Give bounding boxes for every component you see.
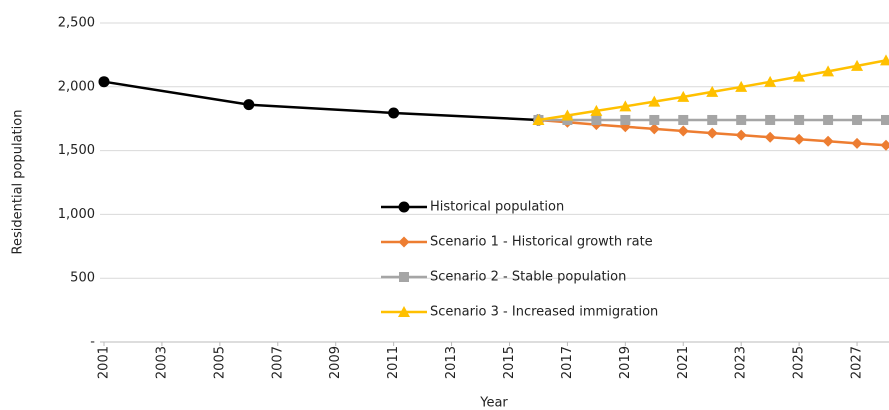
y-tick-label: - xyxy=(90,335,95,350)
series-line xyxy=(103,80,539,122)
marker xyxy=(851,137,863,149)
marker xyxy=(706,85,719,97)
legend-label: Scenario 1 - Historical growth rate xyxy=(430,235,653,250)
x-tick-label: 2019 xyxy=(618,346,633,379)
x-tick-label: 2021 xyxy=(676,346,691,379)
x-tick-label: 2007 xyxy=(270,346,285,379)
marker xyxy=(648,123,660,135)
marker xyxy=(793,70,806,82)
x-axis-label: Year xyxy=(479,396,508,410)
marker xyxy=(851,59,864,71)
legend-marker xyxy=(399,272,409,282)
marker xyxy=(764,75,777,87)
y-tick-label: 2,500 xyxy=(58,16,95,31)
marker xyxy=(678,114,689,125)
marker xyxy=(98,76,110,88)
marker xyxy=(764,131,776,143)
y-axis-label: Residential population xyxy=(11,110,26,255)
marker xyxy=(881,114,889,125)
marker xyxy=(706,127,718,139)
marker xyxy=(823,114,834,125)
marker xyxy=(649,114,660,125)
marker xyxy=(736,114,747,125)
x-tick-label: 2015 xyxy=(502,346,517,379)
x-tick-label: 2017 xyxy=(560,346,575,379)
marker xyxy=(793,133,805,145)
x-tick-label: 2025 xyxy=(792,346,807,379)
marker xyxy=(590,104,603,116)
y-tick-label: 1,000 xyxy=(58,207,95,222)
x-tick-label: 2005 xyxy=(212,346,227,379)
x-tick-label: 2027 xyxy=(850,346,865,379)
marker xyxy=(388,107,400,119)
legend-label: Scenario 2 - Stable population xyxy=(430,270,626,285)
marker xyxy=(880,54,889,66)
marker xyxy=(735,80,748,92)
x-tick-label: 2013 xyxy=(444,346,459,379)
marker xyxy=(619,100,632,112)
marker xyxy=(243,99,255,111)
x-tick-label: 2001 xyxy=(97,346,112,379)
marker xyxy=(677,125,689,137)
y-tick-label: 2,000 xyxy=(58,79,95,94)
legend-marker xyxy=(398,306,410,317)
marker xyxy=(822,65,835,77)
y-tick-label: 1,500 xyxy=(58,143,95,158)
marker xyxy=(852,114,863,125)
marker xyxy=(735,129,747,141)
marker xyxy=(822,135,834,147)
marker xyxy=(707,114,718,125)
x-tick-label: 2023 xyxy=(734,346,749,379)
legend-marker xyxy=(398,236,410,248)
marker xyxy=(880,139,889,151)
marker xyxy=(648,95,661,107)
x-tick-label: 2009 xyxy=(328,346,343,379)
marker xyxy=(677,90,690,102)
legend-label: Scenario 3 - Increased immigration xyxy=(430,305,658,320)
y-tick-label: 500 xyxy=(70,271,95,286)
marker xyxy=(620,114,631,125)
x-tick-label: 2011 xyxy=(386,346,401,379)
x-tick-label: 2003 xyxy=(154,346,169,379)
marker xyxy=(794,114,805,125)
legend-label: Historical population xyxy=(430,200,564,215)
marker xyxy=(561,109,574,121)
marker xyxy=(532,113,545,125)
marker xyxy=(765,114,776,125)
marker xyxy=(591,114,602,125)
legend-marker xyxy=(398,201,410,213)
